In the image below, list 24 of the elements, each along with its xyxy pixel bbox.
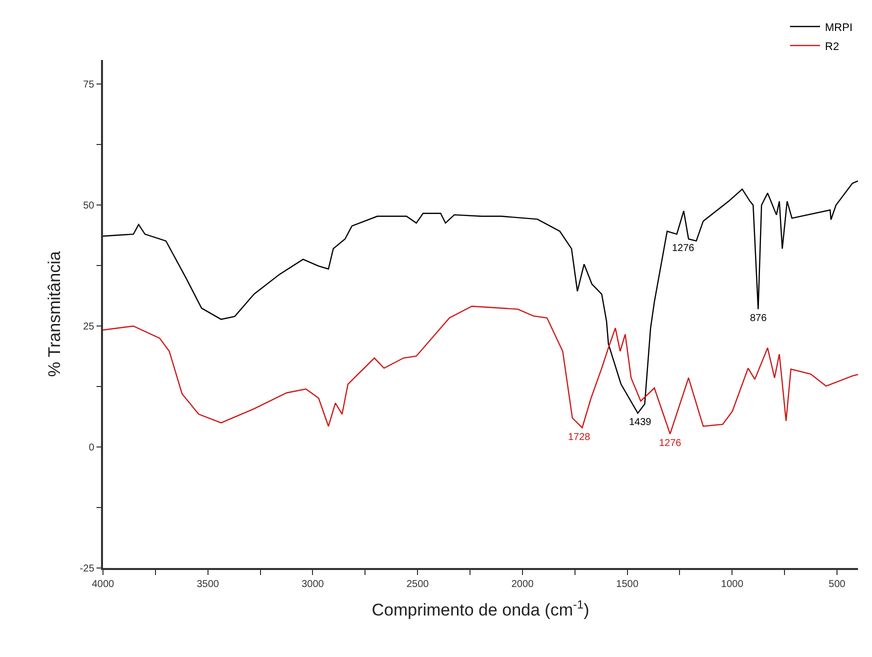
x-tick-label: 1000	[721, 578, 744, 590]
line-series	[103, 306, 858, 435]
y-tick-label: 25	[83, 322, 95, 333]
x-tick-label: 1500	[616, 578, 639, 590]
x-tick-label: 3000	[302, 578, 324, 590]
y-tick-label: 75	[83, 80, 95, 91]
annotation: 1728	[568, 432, 591, 443]
annotation: 1276	[659, 438, 682, 449]
x-tick-label: 2000	[511, 578, 534, 590]
x-tick-label: 500	[828, 578, 846, 590]
x-axis-title: Comprimento de onda (cm$^{-1}$)	[372, 598, 590, 620]
annotation: 1439	[629, 417, 652, 428]
y-tick-label: -25	[80, 564, 95, 574]
line-series	[103, 180, 858, 414]
x-tick-label: 3500	[196, 578, 220, 590]
y-axis-title: % Transmitância	[44, 250, 64, 377]
legend-label: R2	[825, 40, 840, 53]
annotation: 1276	[672, 243, 695, 254]
legend-label: MRPI	[825, 22, 852, 34]
x-tick-label: 4000	[92, 578, 115, 590]
annotation: 876	[750, 313, 768, 324]
y-tick-label: 50	[83, 200, 95, 212]
x-tick-label: 2500	[406, 578, 430, 590]
y-tick-label: 0	[88, 442, 95, 454]
